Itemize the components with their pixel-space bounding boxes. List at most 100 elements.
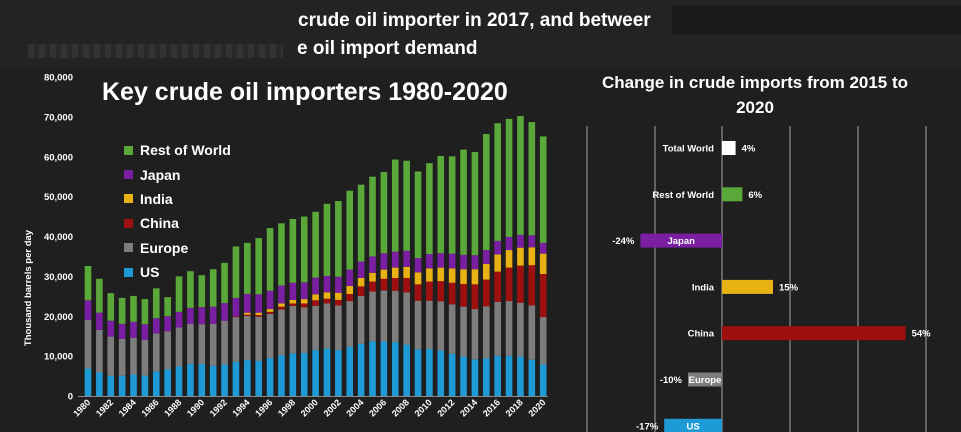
bar-segment-india [289,299,297,304]
bar-segment-china [391,277,399,291]
bar-segment-rest [278,223,285,286]
bar-segment-us [221,364,228,396]
bar-segment-china [323,298,331,304]
bar-segment-europe [266,313,274,359]
blurred-header-text [28,44,283,58]
y-tick-label: 80,000 [44,73,73,84]
bar-segment-india [494,254,501,272]
right-chart-title: Change in crude imports from 2015 to 202… [601,73,909,117]
bar-total [722,141,736,155]
bar-segment-us [141,375,149,396]
value-label: -17% [636,421,659,432]
bar-segment-japan [96,312,103,330]
bar-segment-india [460,269,467,284]
bar-segment-rest [414,171,422,259]
bar-segment-india [335,292,342,300]
legend-item: China [124,211,231,235]
bar-segment-japan [289,282,297,300]
legend-label: Europe [140,239,189,256]
bar-segment-rest [300,216,308,283]
bar-segment-us [187,363,194,396]
left-chart-title: Key crude oil importers 1980-2020 [102,78,508,106]
bar-segment-europe [118,338,126,376]
bar-segment-india [244,312,251,315]
bar-segment-japan [244,293,251,313]
bar-segment-europe [471,309,479,360]
bar-segment-india [380,269,388,279]
bar-segment-europe [96,329,103,373]
bar-segment-china [460,283,467,307]
value-label: 15% [779,282,799,293]
bar-segment-china [448,282,456,305]
bar-segment-us [130,374,137,396]
bar-segment-europe [141,339,149,376]
bar-segment-china [494,271,501,302]
bar-segment-japan [107,320,115,337]
bar-segment-china [232,316,240,318]
bar-segment-europe [448,304,456,354]
bar-segment-us [448,353,456,396]
bar-segment-japan [426,254,433,269]
bar-segment-japan [255,294,262,313]
bar-segment-us [357,343,365,396]
bar-segment-japan [278,285,285,304]
bar-segment-us [391,342,399,396]
bar-segment-china [471,284,479,310]
legend-swatch [124,170,133,180]
bar-segment-india [528,247,536,266]
bar-segment-japan [130,321,137,338]
bar-segment-europe [403,292,410,345]
bar-segment-india [346,285,354,294]
bar-segment-europe [414,300,422,350]
bar-segment-japan [175,311,183,328]
legend-label: China [140,215,179,232]
category-label: China [688,329,715,340]
legend-item: India [124,187,231,211]
bar-segment-rest [266,228,274,291]
bar-segment-europe [426,300,433,349]
bar-segment-rest [232,246,240,298]
bar-segment-europe [232,317,240,362]
bar-segment-europe [175,327,183,367]
bar-segment-europe [209,323,217,366]
bar-segment-india [278,303,285,307]
bar-segment-china [517,265,524,303]
bar-segment-rest [209,269,217,307]
bar-segment-us [266,358,274,396]
bar-segment-japan [380,253,388,270]
bar-segment-japan [460,254,467,270]
bar-europe [688,372,722,387]
bar-segment-japan [300,282,308,300]
bar-segment-india [414,272,422,285]
bar-segment-us [437,350,445,396]
bar-segment-europe [437,301,445,351]
y-axis-label: Thousand barrels per day [23,229,34,346]
bar-segment-us [107,375,115,396]
bar-segment-europe [517,302,524,357]
bar-segment-rest [380,171,388,254]
bar-segment-us [244,360,251,396]
bar-segment-europe [255,316,262,361]
bar-segment-us [494,355,501,396]
bar-segment-europe [221,320,228,365]
bar-segment-us [232,361,240,396]
bar-segment-europe [323,303,331,349]
bar-segment-india [403,266,410,278]
bar-segment-rest [403,160,410,251]
bar-segment-us [528,359,536,396]
header-line-1: crude oil importer in 2017, and betweer [298,10,651,31]
bar-segment-japan [312,277,319,295]
bar-segment-rest [221,262,228,304]
cropped-header-overlay [672,6,961,34]
bar-segment-japan [517,234,524,248]
bar-segment-japan [118,323,126,339]
bar-segment-china [255,315,262,317]
y-tick-label: 70,000 [44,112,73,123]
bar-china [722,326,906,341]
bar-segment-rest [426,163,433,255]
category-label: Europe [689,375,722,386]
y-tick-label: 20,000 [44,312,73,323]
bar-segment-rest [244,242,251,294]
bar-segment-japan [346,269,354,286]
